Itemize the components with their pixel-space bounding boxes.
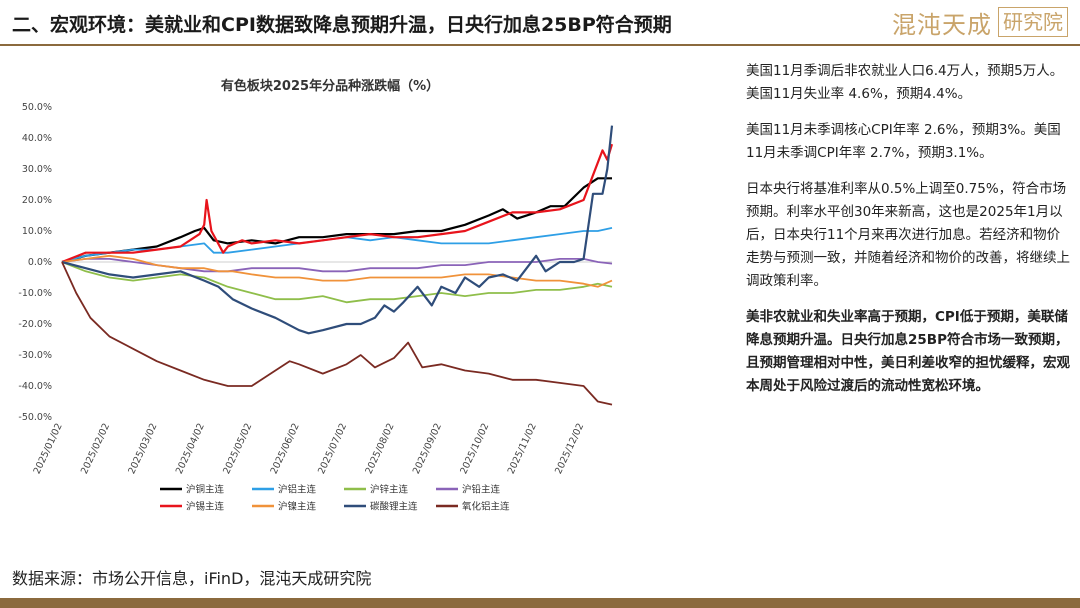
y-tick-label: 50.0% [22,102,52,113]
x-tick-label: 2025/05/02 [221,422,254,476]
commentary-summary: 美非农就业和失业率高于预期，CPI低于预期，美联储降息预期升温。日央行加息25B… [746,309,1070,394]
x-tick-label: 2025/10/02 [458,422,491,476]
legend-label: 沪铝主连 [278,484,317,496]
chart-panel: 有色板块2025年分品种涨跌幅（%） 50.0% 40.0% 30.0% 20.0% 1… [0,55,735,525]
commentary-nfp: 美国11月季调后非农就业人口6.4万人，预期5万人。美国11月失业率 4.6%，… [746,63,1064,102]
x-tick-label: 2025/07/02 [316,422,349,476]
y-tick-label: 20.0% [22,195,52,206]
y-tick-label: -10.0% [18,288,52,299]
legend-label: 碳酸锂主连 [370,501,418,513]
x-tick-label: 2025/04/02 [174,422,207,476]
legend-label: 氧化铝主连 [462,501,510,513]
y-tick-label: 10.0% [22,226,52,237]
commentary-panel: 美国11月季调后非农就业人口6.4万人，预期5万人。美国11月失业率 4.6%，… [746,60,1071,411]
footer-bar [0,598,1080,608]
logo: 混沌天成 研究院 [892,4,1068,40]
y-tick-label: 40.0% [22,133,52,144]
y-tick-label: 30.0% [22,164,52,175]
header-divider [0,44,1080,46]
data-source: 数据来源：市场公开信息，iFinD，混沌天成研究院 [12,569,372,588]
x-tick-label: 2025/11/02 [506,422,539,476]
chart-title: 有色板块2025年分品种涨跌幅（%） [220,79,440,94]
y-tick-label: -40.0% [18,381,52,392]
legend-label: 沪锌主连 [370,484,409,496]
legend-label: 沪镍主连 [278,501,317,513]
y-tick-label: -20.0% [18,319,52,330]
series-line-2 [61,261,613,304]
x-tick-label: 2025/12/02 [553,422,586,476]
x-tick-label: 2025/03/02 [126,422,159,476]
x-tick-label: 2025/09/02 [411,422,444,476]
page-title: 二、宏观环境：美就业和CPI数据致降息预期升温，日央行加息25BP符合预期 [12,14,672,36]
series-line-0 [61,177,612,264]
y-tick-label: -50.0% [18,412,52,423]
series-line-5 [61,254,613,288]
series-line-7 [61,261,613,406]
x-tick-label: 2025/02/02 [79,422,112,476]
legend-label: 沪锡主连 [186,501,225,513]
header: 二、宏观环境：美就业和CPI数据致降息预期升温，日央行加息25BP符合预期 混沌… [0,0,1080,46]
series-line-1 [61,227,613,263]
y-tick-label: -30.0% [18,350,52,361]
y-tick-label: 0.0% [28,257,52,268]
logo-box-text: 研究院 [998,7,1068,37]
series-line-6 [61,125,614,335]
legend-label: 沪铜主连 [186,484,225,496]
x-tick-label: 2025/01/02 [32,422,65,476]
x-tick-label: 2025/06/02 [269,422,302,476]
line-chart: 50.0% 40.0% 30.0% 20.0% 10.0% 0.0% -10.0% -20.0… [18,102,614,513]
x-tick-label: 2025/08/02 [364,422,397,476]
logo-main-text: 混沌天成 [892,10,992,39]
series-line-4 [61,143,614,264]
commentary-cpi: 美国11月未季调核心CPI年率 2.6%，预期3%。美国11月未季调CPI年率 … [746,122,1061,161]
commentary-boj: 日本央行将基准利率从0.5%上调至0.75%，符合市场预期。利率水平创30年来新… [746,181,1070,289]
legend-label: 沪铅主连 [462,484,501,496]
